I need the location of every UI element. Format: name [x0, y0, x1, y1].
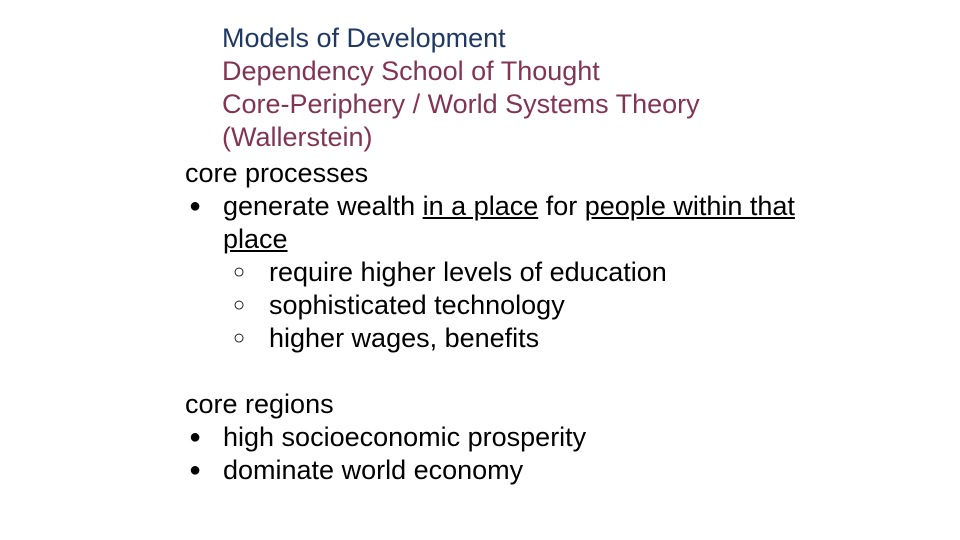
section2-bullet-1: high socioeconomic prosperity [185, 421, 825, 454]
section2-label: core regions [185, 388, 825, 421]
slide: Models of Development Dependency School … [0, 0, 960, 540]
bullet-text-mid: for [538, 191, 585, 221]
sub-item-1: require higher levels of education [223, 256, 825, 289]
section1-list: generate wealth in a place for people wi… [185, 190, 825, 355]
spacer [185, 355, 825, 388]
body-block: core processes generate wealth in a plac… [185, 157, 825, 486]
sub-item-2: sophisticated technology [223, 289, 825, 322]
section1-sublist: require higher levels of education sophi… [223, 256, 825, 355]
title-block: Models of Development Dependency School … [222, 22, 822, 154]
title-line-1: Models of Development [222, 22, 822, 55]
section1-label: core processes [185, 157, 825, 190]
bullet-text-pre: generate wealth [223, 191, 423, 221]
section2-bullet-2: dominate world economy [185, 454, 825, 487]
bullet-text-u1: in a place [423, 191, 539, 221]
title-line-4: (Wallerstein) [222, 121, 822, 154]
title-line-3: Core-Periphery / World Systems Theory [222, 88, 822, 121]
section1-bullet: generate wealth in a place for people wi… [185, 190, 825, 355]
sub-item-3: higher wages, benefits [223, 322, 825, 355]
section2-list: high socioeconomic prosperity dominate w… [185, 421, 825, 487]
title-line-2: Dependency School of Thought [222, 55, 822, 88]
